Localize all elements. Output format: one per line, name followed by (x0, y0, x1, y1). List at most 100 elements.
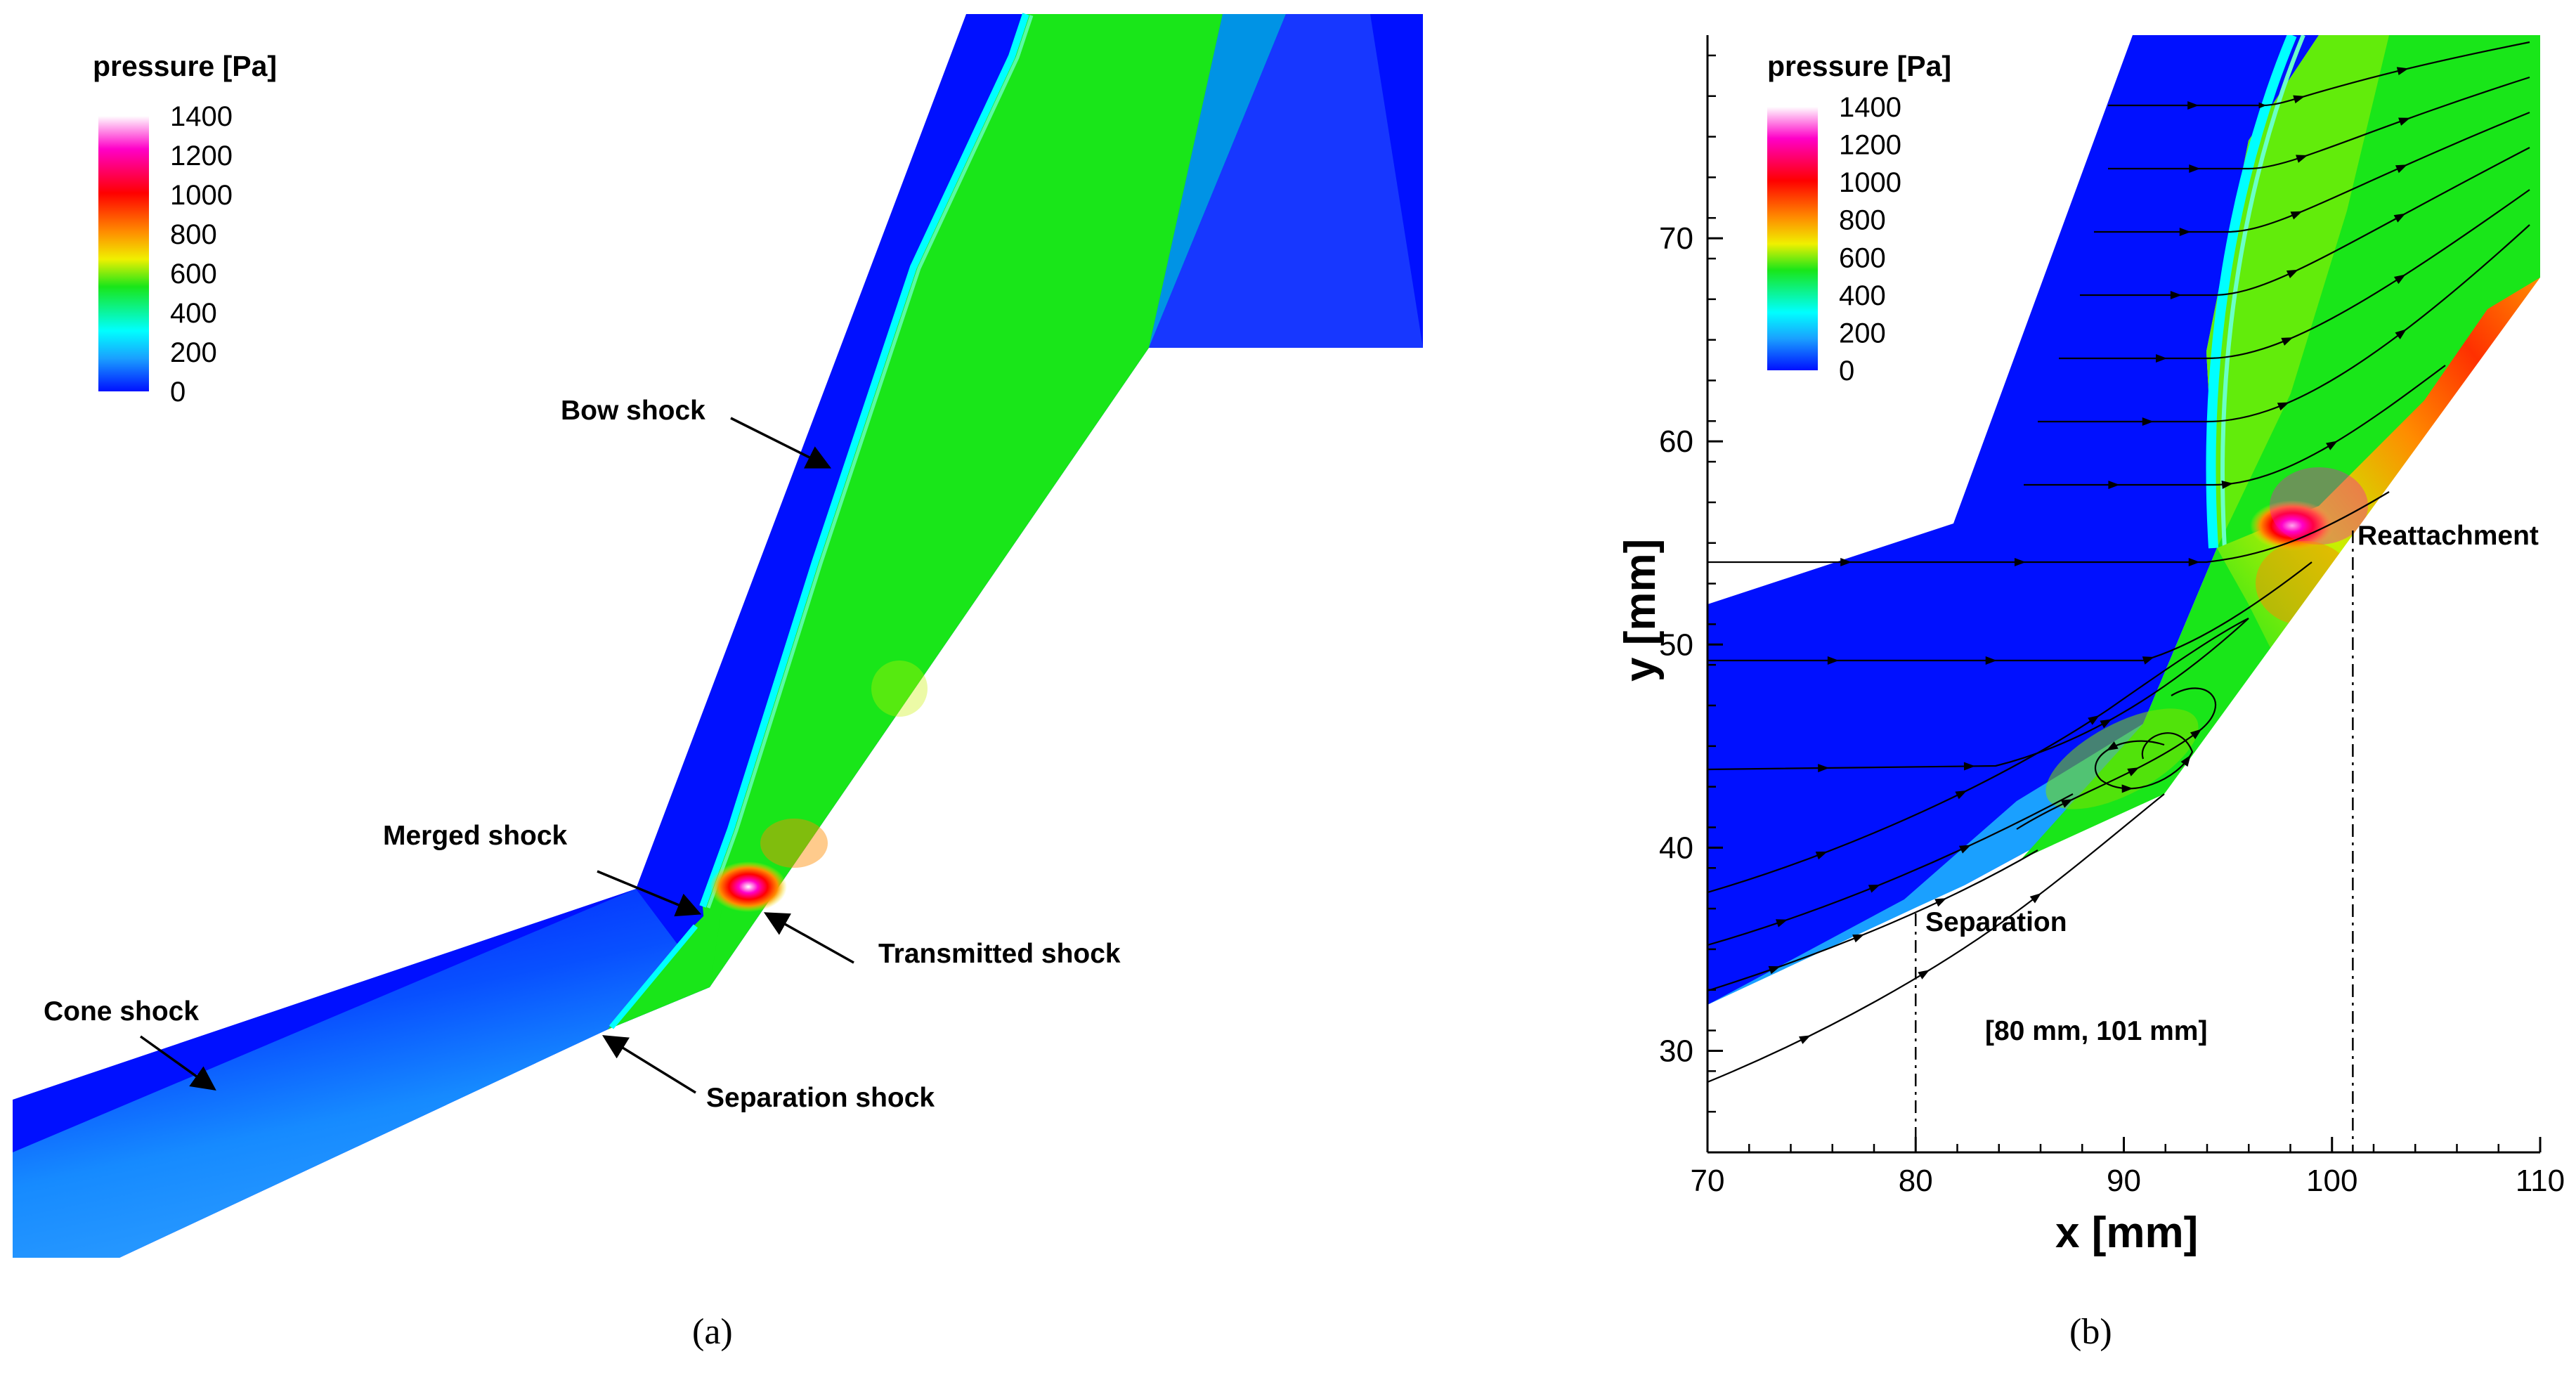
colorbar-tick-label: 200 (1839, 318, 1886, 349)
colorbar-tick-label: 200 (170, 337, 217, 368)
colorbar-tick-label: 400 (170, 298, 217, 329)
streamline-arrowhead (2398, 117, 2411, 126)
streamline-arrowhead (2014, 558, 2026, 566)
streamline-arrowhead (2060, 799, 2073, 808)
colorbar-a (98, 116, 149, 391)
y-tick-label: 70 (1659, 221, 1693, 256)
streamline-arrowhead (2290, 211, 2303, 220)
streamline-arrowhead (2187, 101, 2199, 110)
streamline-arrowhead (1827, 656, 1839, 665)
colorbar-b (1767, 107, 1818, 370)
streamline-arrowhead (2127, 767, 2140, 776)
streamlines-b (1707, 41, 2530, 1084)
streamline-arrowhead (2393, 274, 2406, 285)
streamline-arrowhead (1815, 851, 1828, 860)
colorbar-tick-label: 1000 (1839, 167, 1901, 198)
x-tick-label: 70 (1691, 1164, 1725, 1198)
x-axis-label-b: x [mm] (2055, 1209, 2198, 1257)
streamline-arrowhead (2189, 164, 2201, 173)
streamline-arrowhead (2221, 480, 2234, 489)
streamline-arrowhead (2108, 481, 2120, 489)
streamline-arrowhead (2395, 164, 2407, 174)
colorbar-title-b: pressure [Pa] (1767, 50, 1951, 82)
hotspot-a (710, 861, 787, 912)
colorbar-tick-label: 1000 (170, 180, 233, 211)
streamline-arrowhead (1818, 764, 1830, 773)
colorbar-ticks-b: 1400 1200 1000 800 600 400 200 0 (1839, 92, 1901, 386)
streamline-arrowhead (2121, 784, 2133, 793)
hotspot-b (2250, 500, 2334, 551)
colorbar-ticks-a: 1400 1200 1000 800 600 400 200 0 (170, 101, 233, 408)
bow-shock-a (699, 13, 1029, 908)
colorbar-tick-label: 600 (1839, 242, 1886, 273)
reference-lines-b (1915, 531, 2354, 1152)
arrow-cone-shock (139, 1035, 216, 1091)
colorbar-title-a: pressure [Pa] (93, 50, 277, 82)
streamline-arrowhead (2190, 729, 2202, 739)
streamline-arrowhead (2100, 719, 2112, 729)
streamline-arrowhead (2188, 558, 2200, 566)
x-tick-label: 110 (2516, 1164, 2565, 1198)
colorbar-tick-label: 1200 (170, 141, 233, 171)
streamline-arrowhead (2296, 155, 2308, 163)
arrow-separation-shock (602, 1035, 696, 1094)
bow-shock-b (2206, 35, 2297, 549)
streamline-arrowhead (1918, 970, 1930, 980)
streamline-arrows-b (1768, 67, 2411, 1044)
streamline-arrowhead (2106, 741, 2119, 751)
panel-a: pressure [Pa] 1400120010008006004002000 … (13, 13, 1423, 1352)
y-axis-label-b: y [mm] (1616, 539, 1665, 682)
caption-b: (b) (2069, 1312, 2112, 1352)
streamline-arrowhead (1776, 919, 1788, 928)
streamline-arrowhead (1958, 845, 1972, 854)
streamline-arrowhead (1955, 790, 1967, 800)
streamline-arrowhead (2393, 213, 2406, 223)
x-tick-label: 90 (2107, 1164, 2141, 1198)
streamline-arrowhead (2396, 67, 2409, 76)
x-tick-label: 100 (2306, 1164, 2357, 1198)
colorbar-tick-label: 1200 (1839, 130, 1901, 161)
arrow-merged-shock (597, 870, 702, 917)
streamline-arrowhead (2088, 715, 2100, 725)
y-tick-label: 50 (1659, 627, 1693, 662)
annotation-range: [80 mm, 101 mm] (1985, 1016, 2207, 1046)
streamline-arrowhead (1799, 1035, 1811, 1044)
streamline-arrowhead (1963, 762, 1975, 771)
streamline-arrowhead (1852, 934, 1865, 943)
streamline-arrowhead (2277, 402, 2289, 411)
colorbar-tick-label: 0 (1839, 356, 1854, 386)
colorbar-tick-label: 1400 (1839, 92, 1901, 123)
y-tick-label: 30 (1659, 1034, 1693, 1068)
streamline-arrowhead (2170, 291, 2182, 299)
annotation-cone-shock: Cone shock (44, 996, 199, 1027)
annotation-separation: Separation (1925, 907, 2067, 937)
streamline-arrowhead (2293, 95, 2305, 104)
streamline-arrowhead (2156, 354, 2168, 363)
colorbar-tick-label: 1400 (170, 101, 233, 132)
streamline-arrowhead (2142, 417, 2154, 426)
streamline-arrowhead (2179, 228, 2191, 236)
arrow-bow-shock (730, 417, 832, 469)
annotation-bow-shock: Bow shock (561, 396, 705, 426)
streamline-arrowhead (2395, 329, 2407, 339)
annotation-separation-shock: Separation shock (706, 1083, 935, 1113)
panel-b: 70 80 90 100 110 30 40 50 60 70 pressure [Pa] 140… (1616, 35, 2565, 1352)
streamline-arrowhead (2281, 337, 2294, 346)
streamline-arrowhead (1868, 884, 1880, 893)
annotation-reattachment: Reattachment (2357, 521, 2539, 551)
arrow-transmitted-shock (763, 912, 854, 964)
streamline-arrowhead (1934, 898, 1947, 907)
colorbar-tick-label: 0 (170, 377, 186, 408)
streamline-arrowhead (1768, 965, 1781, 975)
colorbar-tick-label: 400 (1839, 280, 1886, 311)
y-tick-label: 40 (1659, 831, 1693, 865)
colorbar-tick-label: 800 (1839, 205, 1886, 236)
streamline-arrowhead (1985, 656, 1997, 665)
streamline-arrowhead (2180, 755, 2191, 767)
streamline-arrowhead (2326, 441, 2338, 450)
streamline-arrowhead (1840, 558, 1852, 566)
axis-ticks-b: 70 80 90 100 110 30 40 50 60 70 (1659, 54, 2565, 1198)
streamline-arrowhead (2029, 892, 2042, 904)
cone-layer-a (13, 889, 710, 1258)
